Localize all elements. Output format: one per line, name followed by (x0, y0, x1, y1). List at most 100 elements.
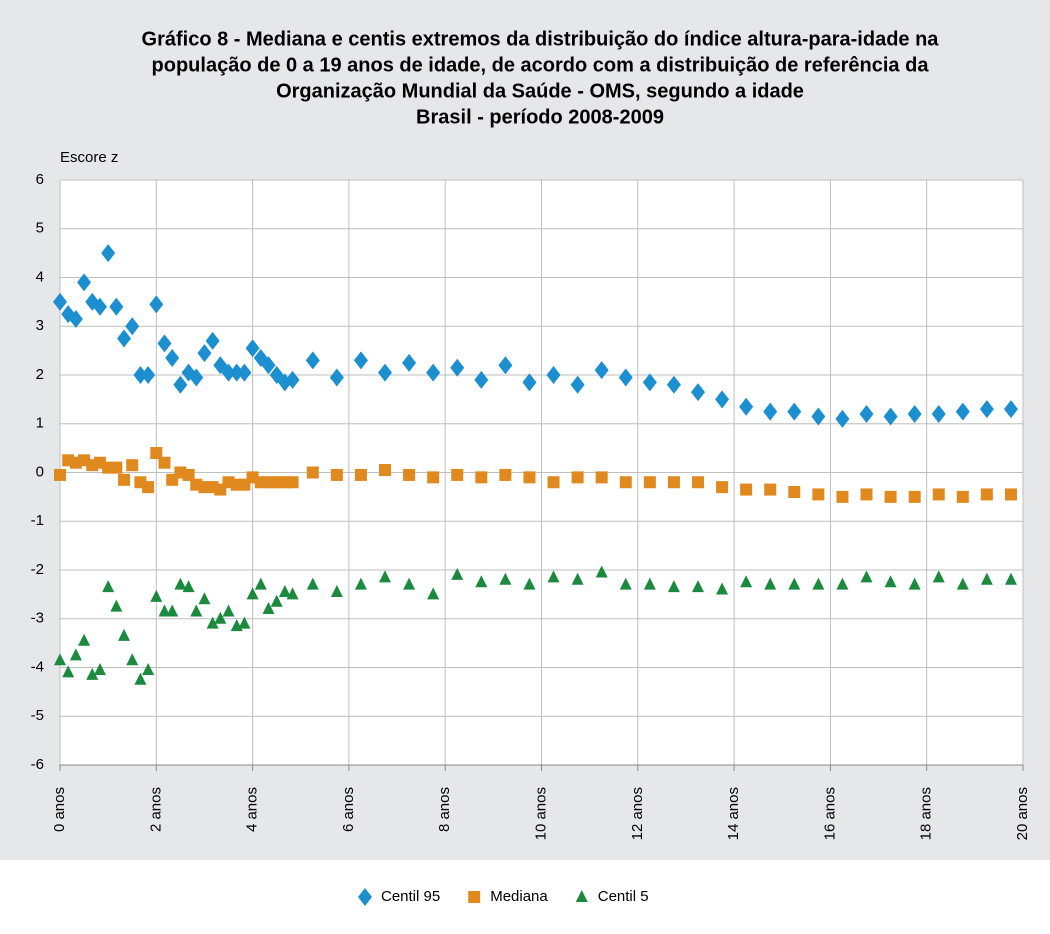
point (214, 611, 227, 624)
y-tick-label: 2 (36, 366, 44, 383)
point (788, 486, 801, 498)
point (619, 476, 632, 489)
x-tick-label: 14 anos (725, 787, 742, 840)
point (150, 589, 163, 602)
point (643, 577, 656, 590)
point (189, 368, 204, 387)
point (499, 572, 512, 585)
point (932, 570, 945, 583)
point (118, 473, 131, 486)
point (450, 358, 465, 377)
point (474, 370, 489, 389)
point (955, 402, 970, 421)
chart-title: Organização Mundial da Saúde - OMS, segu… (276, 80, 804, 102)
point (157, 334, 172, 353)
point (190, 604, 203, 617)
point (956, 577, 969, 590)
point (92, 297, 107, 316)
point (237, 363, 252, 382)
point (547, 476, 560, 489)
point (1003, 400, 1018, 419)
point (118, 628, 131, 641)
point (254, 577, 267, 590)
point (402, 353, 417, 372)
x-tick-label: 0 anos (51, 787, 68, 832)
point (884, 490, 897, 503)
point (358, 888, 372, 906)
y-tick-label: 6 (36, 171, 44, 188)
point (110, 599, 123, 612)
point (182, 468, 195, 481)
point (716, 481, 729, 494)
point (238, 616, 251, 629)
point (571, 572, 584, 585)
x-tick-label: 4 anos (244, 787, 261, 832)
point (245, 339, 260, 358)
point (763, 402, 778, 421)
point (403, 577, 416, 590)
point (426, 363, 441, 382)
point (498, 356, 513, 375)
point (980, 572, 993, 585)
point (499, 468, 512, 481)
point (932, 488, 945, 501)
point (93, 662, 106, 675)
point (353, 351, 368, 370)
point (329, 368, 344, 387)
legend-label: Centil 95 (381, 888, 440, 905)
y-tick-label: -2 (31, 561, 44, 578)
point (354, 468, 367, 481)
y-tick-label: -3 (31, 610, 44, 627)
point (571, 471, 584, 484)
point (618, 368, 633, 387)
point (980, 488, 993, 501)
point (198, 592, 211, 605)
point (286, 476, 299, 489)
point (931, 405, 946, 423)
point (158, 456, 171, 469)
point (270, 594, 283, 607)
point (134, 672, 147, 685)
point (77, 273, 92, 292)
point (69, 648, 82, 661)
point (133, 366, 148, 384)
point (229, 363, 244, 382)
point (475, 575, 488, 588)
point (54, 468, 66, 481)
y-tick-label: 5 (36, 220, 44, 237)
point (166, 604, 179, 617)
x-tick-label: 10 anos (532, 787, 549, 840)
point (691, 580, 704, 593)
point (165, 348, 180, 367)
point (182, 580, 195, 593)
point (126, 653, 139, 666)
point (788, 577, 801, 590)
y-tick-label: 0 (36, 463, 44, 480)
y-tick-label: -6 (31, 756, 44, 773)
legend-label: Mediana (490, 888, 548, 905)
point (149, 295, 164, 314)
point (594, 361, 609, 380)
point (206, 616, 219, 629)
point (354, 577, 367, 590)
point (595, 565, 608, 578)
y-tick-label: -5 (31, 707, 44, 724)
point (125, 317, 140, 336)
point (547, 570, 560, 583)
point (262, 602, 275, 614)
point (643, 476, 656, 489)
point (261, 356, 276, 375)
point (379, 464, 392, 477)
point (278, 584, 291, 597)
point (884, 575, 897, 588)
point (715, 390, 730, 409)
point (173, 375, 188, 394)
x-tick-label: 8 anos (436, 787, 453, 832)
point (860, 488, 873, 501)
point (403, 468, 416, 481)
point (427, 587, 440, 600)
y-tick-label: -4 (31, 658, 44, 675)
point (812, 488, 825, 501)
point (141, 366, 156, 384)
point (1004, 572, 1017, 585)
